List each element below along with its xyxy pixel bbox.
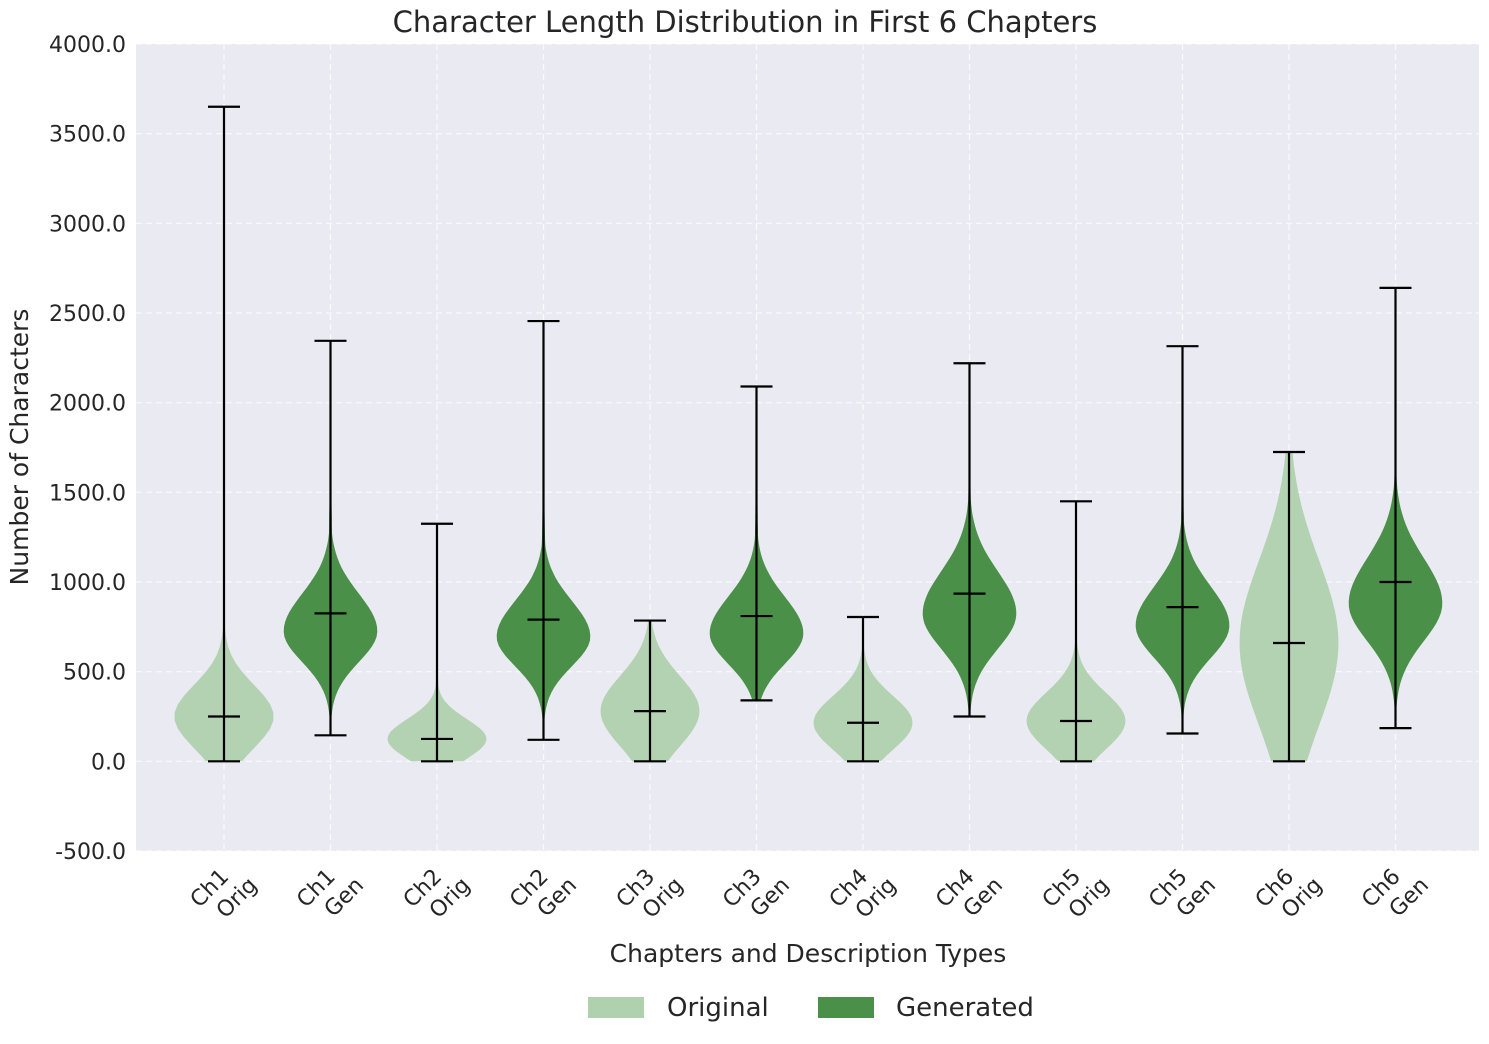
y-axis-label: Number of Characters bbox=[5, 309, 34, 586]
y-tick-label: 500.0 bbox=[63, 661, 126, 686]
y-tick-label: 1000.0 bbox=[49, 571, 126, 596]
y-tick-label: -500.0 bbox=[55, 840, 126, 865]
y-tick-label: 2500.0 bbox=[49, 302, 126, 327]
legend: Original Generated bbox=[588, 993, 1034, 1023]
y-tick-label: 3000.0 bbox=[49, 212, 126, 237]
violins bbox=[174, 105, 1443, 763]
plot-background bbox=[136, 44, 1479, 851]
legend-swatch-original bbox=[588, 997, 644, 1018]
x-axis-label: Chapters and Description Types bbox=[610, 939, 1007, 968]
y-tick-label: 2000.0 bbox=[49, 392, 126, 417]
y-tick-label: 0.0 bbox=[91, 750, 126, 775]
legend-label-original: Original bbox=[667, 993, 769, 1023]
y-tick-label: 4000.0 bbox=[49, 33, 126, 58]
y-tick-label: 3500.0 bbox=[49, 123, 126, 148]
chart-title: Character Length Distribution in First 6… bbox=[393, 5, 1098, 39]
y-tick-label: 1500.0 bbox=[49, 481, 126, 506]
legend-swatch-generated bbox=[818, 997, 874, 1018]
legend-label-generated: Generated bbox=[896, 993, 1034, 1023]
